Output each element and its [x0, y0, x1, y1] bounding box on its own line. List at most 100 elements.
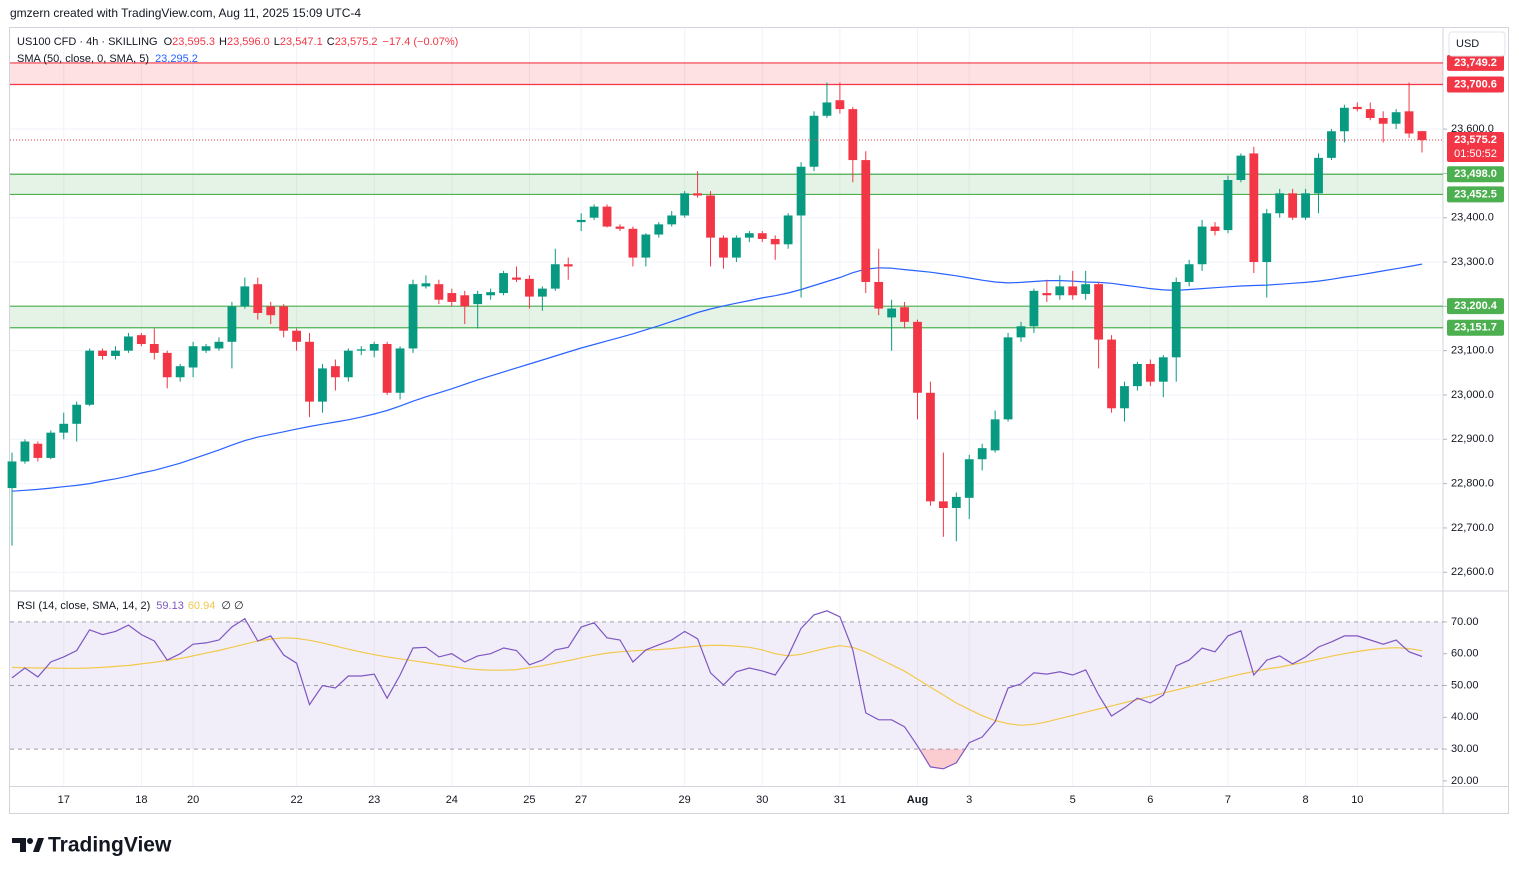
candle-body [913, 321, 922, 393]
last-price-label: 23,575.2 [1454, 134, 1497, 146]
level-label-box [1447, 166, 1504, 183]
candle-body [809, 115, 819, 167]
logo-mark [33, 838, 44, 852]
x-tick-label: 22 [290, 794, 302, 806]
candle-body [1327, 131, 1336, 158]
rsi-legend: RSI (14, close, SMA, 14, 2) 59.13 60.94 ∅ ∅ [17, 600, 244, 612]
header-text: gmzern created with TradingView.com, Aug… [10, 6, 361, 20]
candle-body [693, 193, 702, 196]
level-label: 23,700.6 [1454, 78, 1497, 90]
rsi-title: RSI (14, close, SMA, 14, 2) [17, 600, 150, 612]
candle-body [550, 264, 560, 289]
y-tick-label: 23,000.0 [1451, 389, 1494, 401]
rsi-value: 59.13 [156, 600, 184, 612]
candle-body [706, 195, 715, 238]
y-tick-label: 22,900.0 [1451, 433, 1494, 445]
countdown-label: 01:50:52 [1454, 148, 1497, 160]
level-label: 23,498.0 [1454, 168, 1497, 180]
candle-body [395, 348, 405, 393]
candle-body [796, 166, 806, 216]
candle-body [1314, 157, 1323, 194]
level-label-box [1447, 186, 1504, 203]
rsi-line [11, 610, 1423, 770]
level-label-box [1447, 298, 1504, 315]
x-tick-label: 25 [523, 794, 535, 806]
candle-body [124, 336, 133, 351]
candle-body [926, 392, 935, 502]
rsi-tick-label: 30.00 [1451, 743, 1479, 755]
candle-body [1055, 286, 1065, 296]
candle-body [1210, 226, 1220, 231]
candle-body [318, 368, 327, 402]
candle-body [977, 448, 987, 460]
legend-change: −17.4 (−0.07%) [383, 36, 459, 48]
currency-box [1448, 31, 1506, 57]
candle-body [292, 330, 301, 342]
candle-body [1352, 106, 1362, 110]
candle-body [951, 496, 961, 509]
candle-body [848, 109, 858, 161]
candle-body [72, 404, 82, 424]
candle-body [1404, 111, 1414, 134]
candle-body [732, 237, 741, 258]
candle-body [1262, 213, 1272, 263]
level-label-box [1447, 76, 1504, 93]
x-tick-label: 24 [446, 794, 458, 806]
candle-body [1145, 363, 1155, 382]
x-tick-label: 17 [58, 794, 70, 806]
candle-body [525, 278, 534, 297]
sma-line [11, 263, 1423, 492]
candle-body [835, 100, 845, 110]
rsi-tick-label: 20.00 [1451, 775, 1479, 787]
chart-frame [9, 27, 1509, 814]
zone [10, 62, 1443, 85]
candle-body [473, 293, 483, 305]
candle-body [990, 419, 1000, 451]
candle-body [136, 335, 146, 345]
candle-body [499, 273, 508, 294]
candle-body [279, 306, 289, 331]
legend-symbol: US100 CFD · 4h · SKILLING [17, 36, 158, 48]
rsi-extra: ∅ ∅ [221, 600, 243, 612]
candle-body [201, 346, 211, 351]
y-tick-label: 23,100.0 [1451, 345, 1494, 357]
candle-body [330, 366, 340, 378]
candle-body [434, 284, 444, 300]
candle-body [654, 224, 664, 235]
level-label: 23,151.7 [1454, 322, 1497, 334]
candle-body [719, 237, 728, 258]
y-tick-label: 23,300.0 [1451, 256, 1494, 268]
legend-ohlc-label: C [327, 36, 335, 48]
sma-value: 23,295.2 [155, 53, 198, 65]
legend-ohlc-value: 23,595.3 [172, 36, 215, 48]
last-price-box [1447, 132, 1504, 163]
x-tick-label: 6 [1147, 794, 1153, 806]
candle-body [1236, 155, 1246, 181]
candle-body [1016, 326, 1026, 338]
candle-body [1301, 193, 1310, 218]
level-label: 23,200.4 [1454, 300, 1498, 312]
candle-body [900, 307, 909, 322]
candle-body [589, 206, 599, 218]
rsi-ma-line [11, 637, 1423, 726]
candle-body [98, 350, 107, 356]
x-tick-label: Aug [907, 794, 928, 806]
candle-body [628, 228, 638, 258]
zone [10, 306, 1443, 328]
candle-body [369, 344, 379, 351]
x-tick-label: 29 [679, 794, 691, 806]
legend-ohlc-value: 23,575.2 [335, 36, 378, 48]
candle-body [874, 281, 884, 309]
candle-body [33, 443, 43, 458]
candle-body [563, 264, 573, 267]
candle-body [576, 219, 586, 223]
candle-body [1288, 193, 1298, 218]
x-tick-label: 31 [834, 794, 846, 806]
rsi-ma-value: 60.94 [188, 600, 216, 612]
y-tick-label: 22,600.0 [1451, 566, 1494, 578]
candle-body [1197, 226, 1207, 265]
candle-body [1003, 337, 1013, 420]
candle-body [861, 160, 871, 282]
candle-body [1391, 112, 1401, 124]
